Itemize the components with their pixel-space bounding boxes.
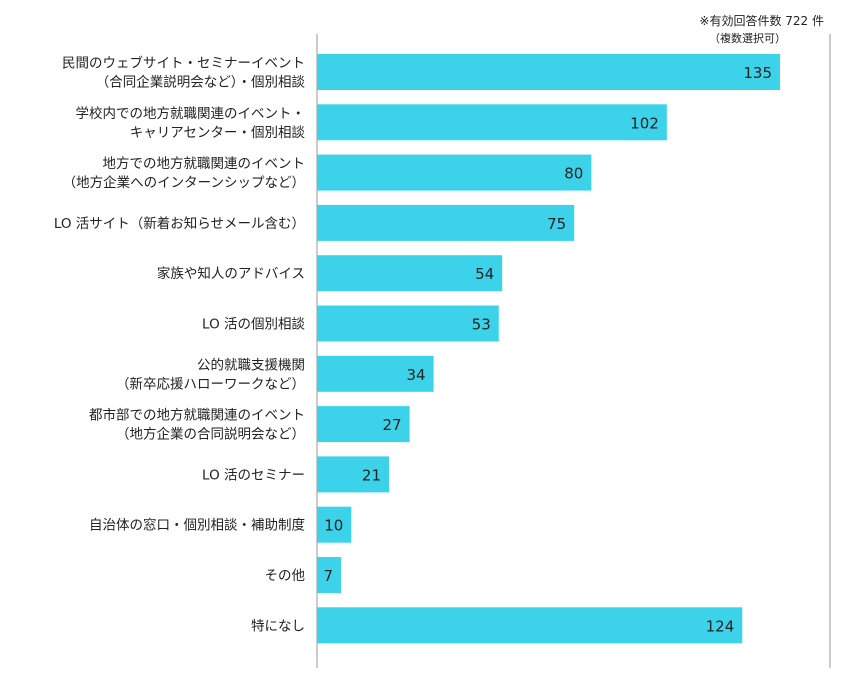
category-label: 特になし bbox=[251, 618, 305, 634]
bar bbox=[317, 406, 410, 443]
bar bbox=[317, 104, 667, 141]
category-label: 学校内での地方就職関連のイベント・キャリアセンター・個別相談 bbox=[76, 105, 306, 141]
value-label: 135 bbox=[743, 64, 772, 82]
category-label: 都市部での地方就職関連のイベント（地方企業の合同説明会など） bbox=[89, 407, 305, 443]
value-label: 34 bbox=[407, 366, 426, 384]
category-label: その他 bbox=[265, 568, 306, 584]
bar bbox=[317, 607, 743, 644]
bar bbox=[317, 305, 499, 342]
category-label: 民間のウェブサイト・セミナーイベント（合同企業説明会など）・個別相談 bbox=[62, 55, 305, 91]
value-label: 54 bbox=[475, 265, 494, 283]
category-label: LO 活の個別相談 bbox=[202, 317, 305, 333]
category-label: 自治体の窓口・個別相談・補助制度 bbox=[89, 517, 305, 534]
bar bbox=[317, 154, 592, 191]
value-label: 53 bbox=[472, 316, 491, 334]
value-label: 75 bbox=[547, 215, 566, 233]
respondent-count-note: ※有効回答件数 722 件 bbox=[699, 14, 824, 28]
multiple-choice-note: （複数選択可） bbox=[709, 32, 786, 45]
bar bbox=[317, 557, 342, 593]
category-label: 地方での地方就職関連のイベント（地方企業へのインターンシップなど） bbox=[63, 156, 305, 191]
category-label: 公的就職支援機関（新卒応援ハローワークなど） bbox=[116, 357, 305, 392]
bar bbox=[317, 204, 575, 241]
value-label: 21 bbox=[362, 466, 381, 484]
bar bbox=[317, 355, 434, 392]
value-label: 7 bbox=[323, 567, 333, 585]
bar bbox=[317, 506, 352, 543]
value-label: 102 bbox=[630, 114, 659, 132]
bar bbox=[317, 54, 780, 90]
category-label: LO 活サイト（新着お知らせメール含む） bbox=[54, 215, 305, 232]
bar bbox=[317, 456, 390, 493]
value-label: 10 bbox=[324, 517, 343, 535]
bar bbox=[317, 255, 503, 292]
value-label: 124 bbox=[706, 617, 735, 635]
value-label: 27 bbox=[383, 416, 402, 434]
value-label: 80 bbox=[564, 165, 583, 183]
category-label: LO 活のセミナー bbox=[202, 467, 305, 483]
category-label: 家族や知人のアドバイス bbox=[157, 265, 305, 282]
